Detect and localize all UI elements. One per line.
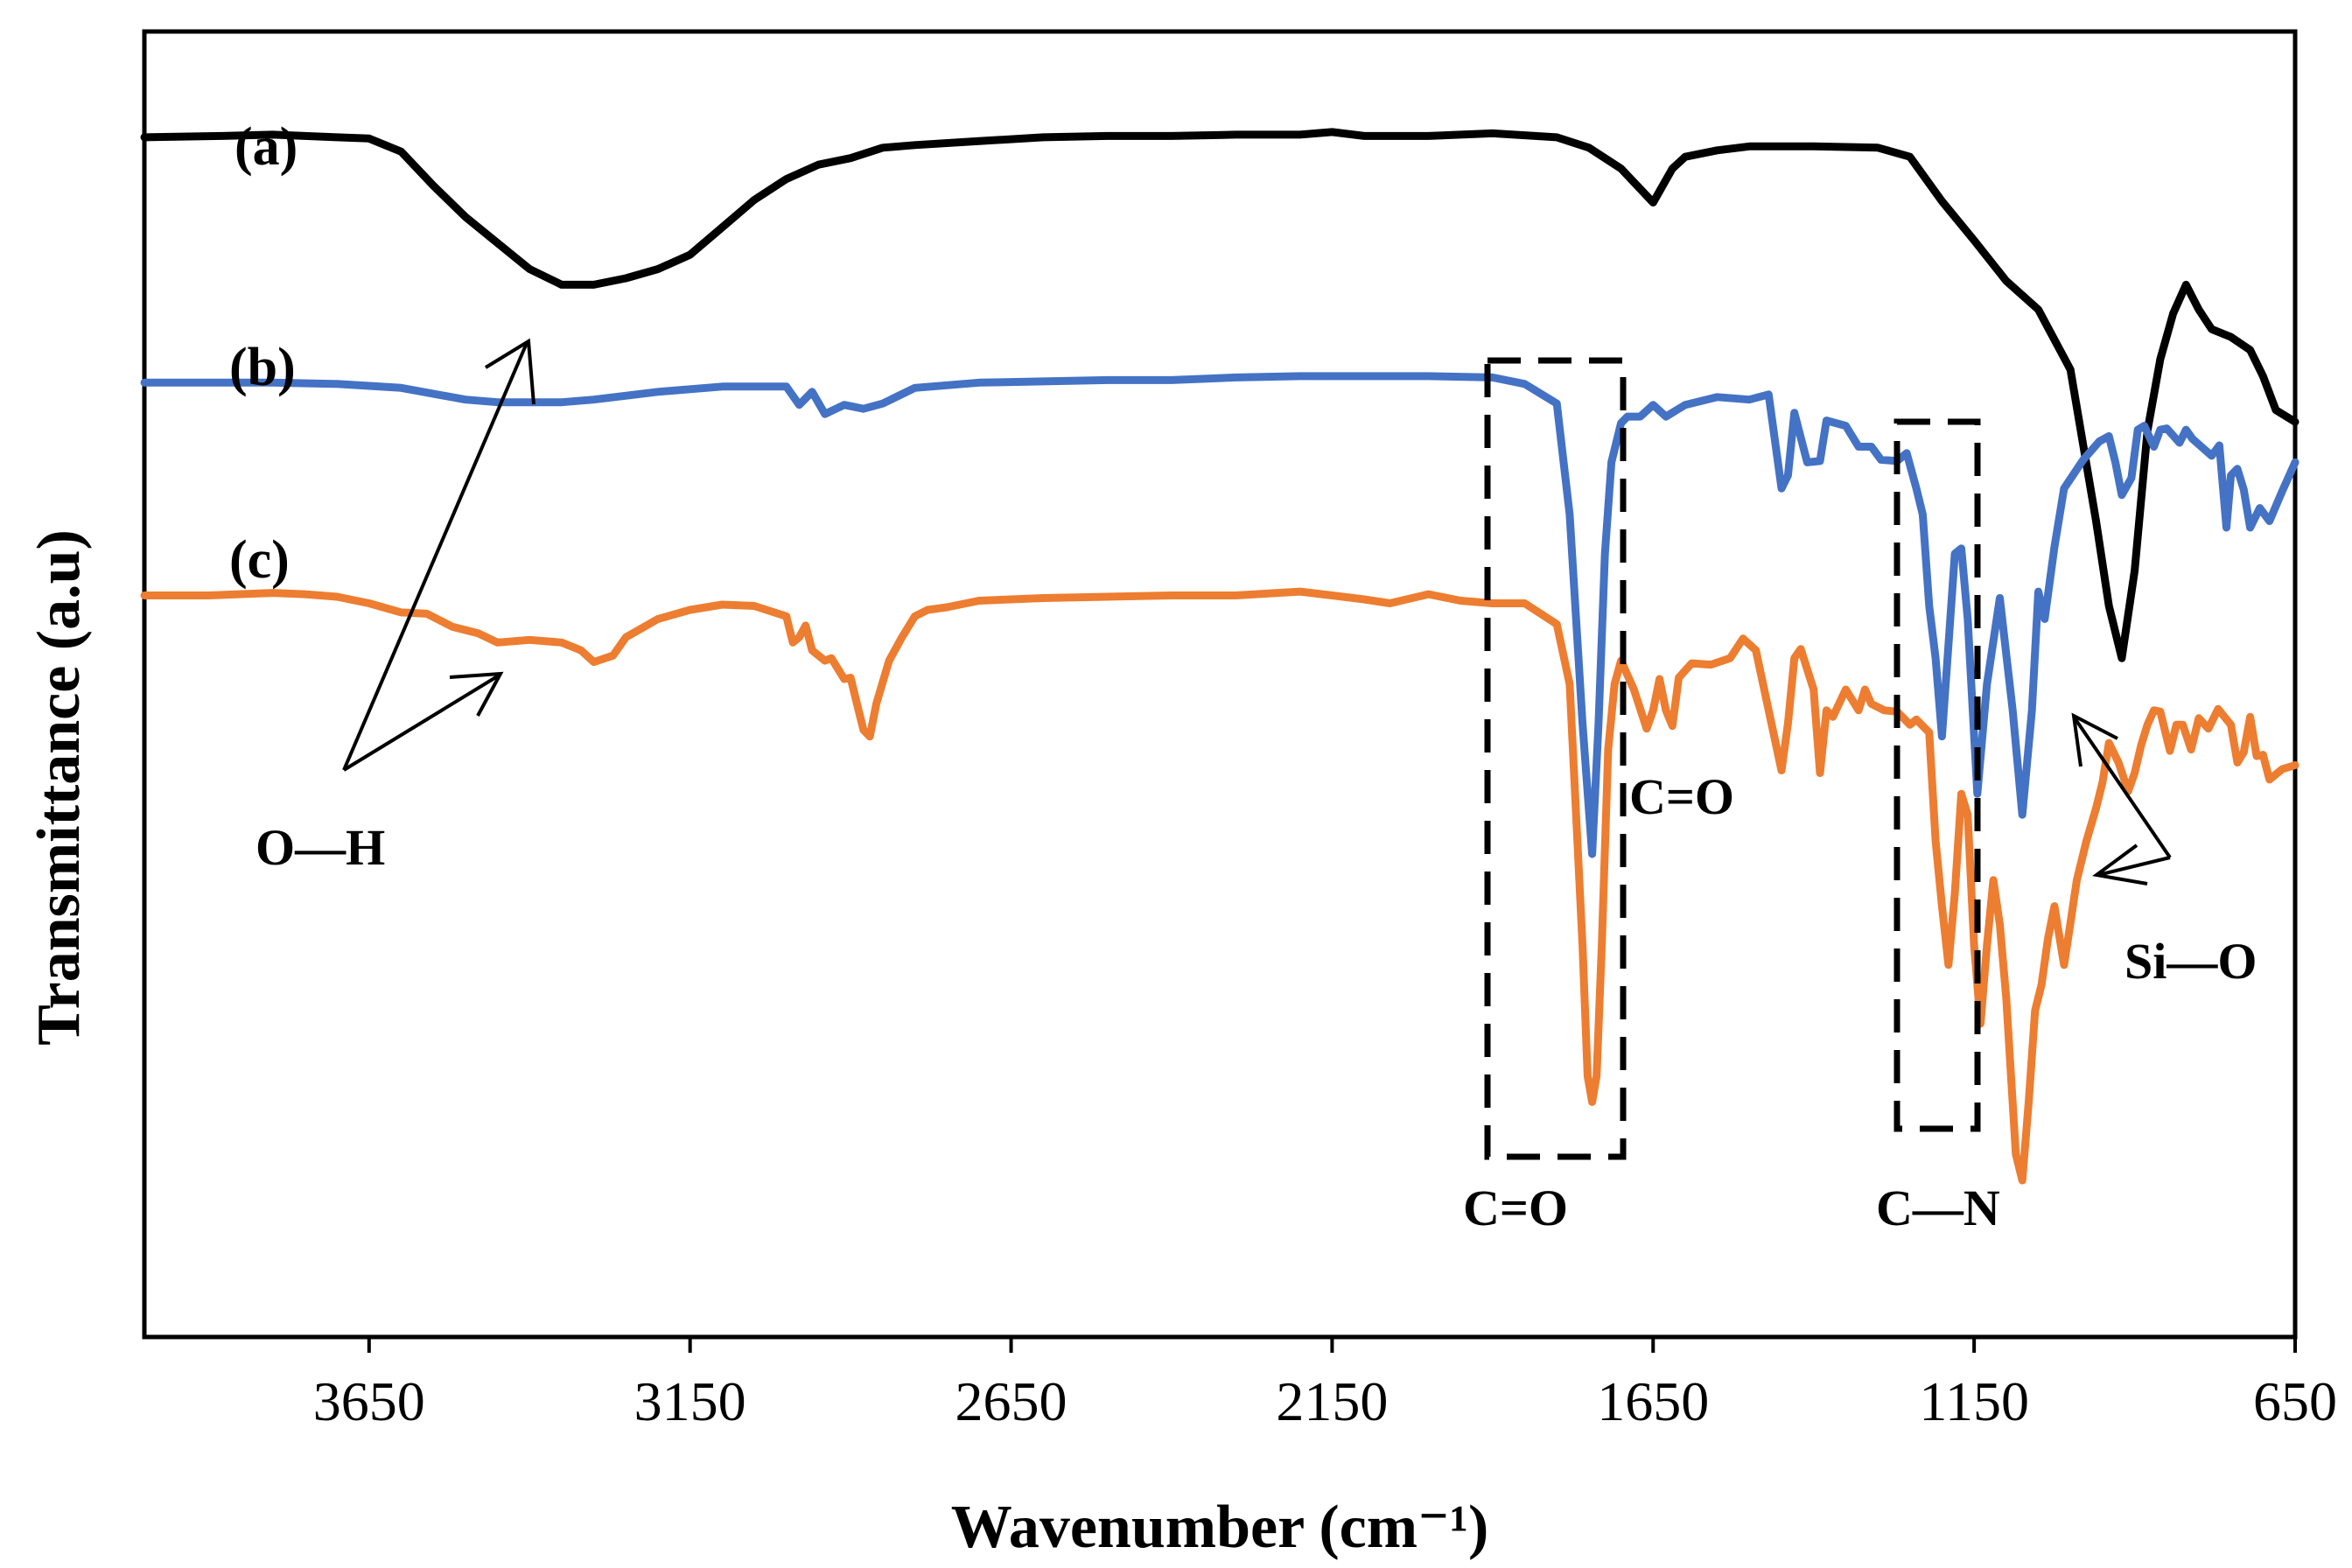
x-tick-label-2650: 2650: [956, 1370, 1068, 1432]
si-o-arrows: [2071, 712, 2172, 886]
series-label-c: (c): [229, 530, 290, 590]
series-label-b: (b): [229, 338, 296, 397]
cn-box-label: C—N: [1876, 1180, 2000, 1236]
x-tick-label-2150: 2150: [1276, 1370, 1388, 1432]
si-o-arrow-head-2: [2092, 844, 2148, 886]
x-axis-title: Wavenumber (cm⁻¹): [951, 1494, 1489, 1561]
co-side-label: C=O: [1629, 768, 1734, 825]
x-tick-label-650: 650: [2253, 1370, 2337, 1432]
cn-dashed-box: [1894, 418, 1981, 1132]
si-o-label: Si—O: [2124, 933, 2258, 990]
co-dashed-box: [1484, 357, 1627, 1160]
oh-arrow-head-2: [449, 671, 504, 717]
x-tick-label-1150: 1150: [1919, 1370, 2029, 1432]
oh-label: O—H: [256, 819, 385, 876]
series-label-a: (a): [234, 117, 298, 177]
si-o-arrow-line-2: [2097, 856, 2171, 877]
si-o-arrow-head-1: [2071, 712, 2118, 767]
si-o-arrow-line-1: [2074, 718, 2172, 859]
x-tick-label-3150: 3150: [634, 1370, 746, 1432]
series-line-c: [140, 587, 2300, 1185]
oh-arrow-head-1: [484, 338, 536, 405]
oh-arrow-line-1: [342, 342, 528, 771]
x-tick-label-3650: 3650: [313, 1370, 425, 1432]
co-box-label: C=O: [1463, 1180, 1568, 1236]
series-line-b: [140, 372, 2300, 858]
y-axis-title: Transmittance (a.u): [25, 529, 93, 1046]
oh-arrows: [342, 338, 536, 772]
x-axis-ticks: 3650 3150 2650 2150 1650 1150 650: [313, 1337, 2337, 1432]
x-tick-label-1650: 1650: [1597, 1370, 1709, 1432]
plot-area-frame: [142, 29, 2298, 1340]
oh-arrow-line-2: [342, 674, 500, 772]
series-line-a: [140, 128, 2300, 662]
